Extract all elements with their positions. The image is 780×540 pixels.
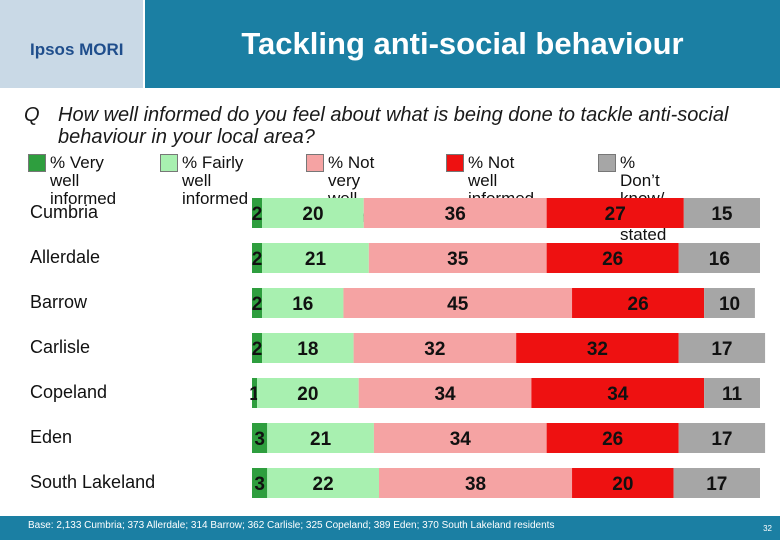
category-label-south-lakeland: South Lakeland xyxy=(30,472,155,492)
bar-barrow-dont-know xyxy=(704,288,755,318)
page-number: 32 xyxy=(763,524,772,533)
category-label-copeland: Copeland xyxy=(30,382,107,402)
bar-barrow-not-at-all xyxy=(572,288,705,318)
bar-carlisle-dont-know xyxy=(678,333,766,363)
data-label-allerdale-dont-know: 16 xyxy=(709,249,730,270)
bar-cumbria-not-very-well xyxy=(363,198,547,228)
data-label-cumbria-not-very-well: 36 xyxy=(445,204,466,225)
legend-label-very-well: % Very well informed xyxy=(50,153,117,208)
bar-south-lakeland-dont-know xyxy=(673,468,760,498)
data-label-eden-not-at-all: 26 xyxy=(602,429,623,450)
data-label-carlisle-very-well: 2 xyxy=(252,339,263,360)
bar-carlisle-fairly-well xyxy=(262,333,354,363)
bar-allerdale-very-well xyxy=(252,243,263,273)
data-label-cumbria-not-at-all: 27 xyxy=(605,204,626,225)
data-label-cumbria-fairly-well: 20 xyxy=(302,204,323,225)
data-label-cumbria-dont-know: 15 xyxy=(711,204,733,225)
bar-eden-fairly-well xyxy=(267,423,374,453)
bar-south-lakeland-not-very-well xyxy=(379,468,573,498)
bar-allerdale-dont-know xyxy=(678,243,760,273)
bar-eden-not-very-well xyxy=(373,423,547,453)
question-text: How well informed do you feel about what… xyxy=(58,104,729,148)
legend-swatch-not-very-well xyxy=(306,154,324,172)
data-label-copeland-dont-know: 11 xyxy=(722,384,743,405)
data-label-south-lakeland-very-well: 3 xyxy=(254,474,265,495)
base-note: Base: 2,133 Cumbria; 373 Allerdale; 314 … xyxy=(28,520,555,531)
bar-eden-very-well xyxy=(252,423,268,453)
data-label-south-lakeland-not-at-all: 20 xyxy=(612,474,633,495)
category-label-allerdale: Allerdale xyxy=(30,247,100,267)
bar-copeland-not-very-well xyxy=(358,378,532,408)
data-label-allerdale-not-at-all: 26 xyxy=(602,249,623,270)
data-label-carlisle-dont-know: 17 xyxy=(711,339,732,360)
bar-south-lakeland-not-at-all xyxy=(572,468,674,498)
bar-carlisle-very-well xyxy=(252,333,263,363)
bar-carlisle-not-at-all xyxy=(516,333,679,363)
bar-south-lakeland-fairly-well xyxy=(267,468,379,498)
bar-copeland-very-well xyxy=(252,378,258,408)
bar-copeland-dont-know xyxy=(704,378,760,408)
data-label-cumbria-very-well: 2 xyxy=(252,204,263,225)
bar-cumbria-dont-know xyxy=(683,198,760,228)
bar-cumbria-very-well xyxy=(252,198,263,228)
bar-barrow-not-very-well xyxy=(343,288,573,318)
legend-label-fairly-well: % Fairly well informed xyxy=(182,153,249,208)
question-label: Q xyxy=(24,104,40,126)
bar-cumbria-fairly-well xyxy=(262,198,364,228)
footer-bar xyxy=(0,516,780,540)
data-label-barrow-very-well: 2 xyxy=(252,294,263,315)
bar-allerdale-not-very-well xyxy=(368,243,547,273)
category-label-barrow: Barrow xyxy=(30,292,88,312)
data-label-eden-dont-know: 17 xyxy=(711,429,732,450)
legend-swatch-dont-know xyxy=(598,154,616,172)
bar-barrow-very-well xyxy=(252,288,263,318)
data-label-barrow-not-very-well: 45 xyxy=(447,294,469,315)
legend-swatch-very-well xyxy=(28,154,46,172)
category-label-eden: Eden xyxy=(30,427,72,447)
data-label-allerdale-very-well: 2 xyxy=(252,249,263,270)
data-label-copeland-very-well: 1 xyxy=(249,384,260,405)
bar-eden-not-at-all xyxy=(546,423,679,453)
data-label-allerdale-fairly-well: 21 xyxy=(305,249,327,270)
bar-south-lakeland-very-well xyxy=(252,468,268,498)
data-label-copeland-not-at-all: 34 xyxy=(607,384,629,405)
header-bar: Tackling anti-social behaviour xyxy=(145,0,780,88)
legend-swatch-fairly-well xyxy=(160,154,178,172)
category-label-carlisle: Carlisle xyxy=(30,337,90,357)
legend-swatch-not-at-all xyxy=(446,154,464,172)
data-label-south-lakeland-fairly-well: 22 xyxy=(313,474,334,495)
page-title: Tackling anti-social behaviour xyxy=(241,26,684,61)
bar-copeland-fairly-well xyxy=(257,378,359,408)
bar-carlisle-not-very-well xyxy=(353,333,517,363)
data-label-copeland-not-very-well: 34 xyxy=(434,384,456,405)
data-label-south-lakeland-not-very-well: 38 xyxy=(465,474,486,495)
bar-barrow-fairly-well xyxy=(262,288,344,318)
data-label-carlisle-not-very-well: 32 xyxy=(424,339,445,360)
data-label-eden-not-very-well: 34 xyxy=(450,429,472,450)
data-label-barrow-not-at-all: 26 xyxy=(628,294,649,315)
data-label-copeland-fairly-well: 20 xyxy=(297,384,318,405)
data-label-barrow-fairly-well: 16 xyxy=(292,294,313,315)
bar-allerdale-not-at-all xyxy=(546,243,679,273)
data-label-barrow-dont-know: 10 xyxy=(719,294,740,315)
ipsos-mori-logo: Ipsos MORI xyxy=(30,40,124,59)
category-label-cumbria: Cumbria xyxy=(30,202,99,222)
data-label-eden-very-well: 3 xyxy=(254,429,265,450)
bar-eden-dont-know xyxy=(678,423,766,453)
data-label-allerdale-not-very-well: 35 xyxy=(447,249,469,270)
data-label-carlisle-fairly-well: 18 xyxy=(297,339,318,360)
data-label-south-lakeland-dont-know: 17 xyxy=(706,474,727,495)
bar-cumbria-not-at-all xyxy=(546,198,684,228)
data-label-carlisle-not-at-all: 32 xyxy=(587,339,608,360)
data-label-eden-fairly-well: 21 xyxy=(310,429,332,450)
bar-allerdale-fairly-well xyxy=(262,243,369,273)
logo-panel: Ipsos MORI xyxy=(0,0,143,88)
bar-copeland-not-at-all xyxy=(531,378,705,408)
